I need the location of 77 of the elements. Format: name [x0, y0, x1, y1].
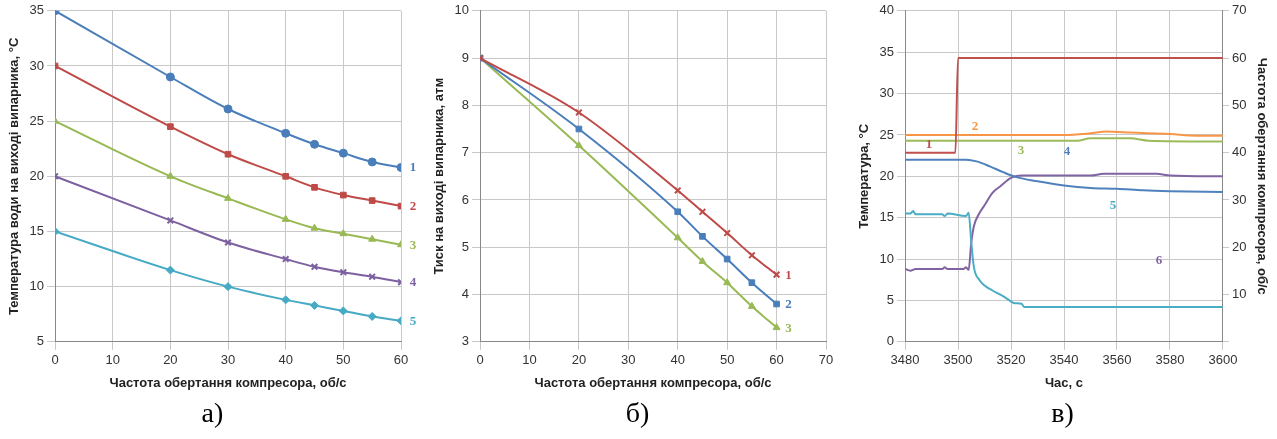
text: а): [201, 396, 224, 430]
x-tick-label: 3500: [943, 352, 972, 368]
x-tick-label: 30: [620, 352, 636, 368]
y-tick-label: 9: [461, 49, 469, 65]
x-tick-label: 40: [670, 352, 685, 368]
y-tick-label: 10: [29, 278, 44, 294]
text: 5: [1109, 196, 1117, 212]
y2-axis-title: Частота обертання компресора, об/с: [1254, 57, 1270, 295]
y2-tick-label: 60: [1231, 49, 1246, 65]
x-tick-label: 70: [818, 352, 833, 368]
x-tick-label: 20: [162, 352, 178, 368]
series-label: 2: [784, 295, 792, 311]
y-tick-label: 5: [36, 333, 44, 349]
x-tick-label: 10: [521, 352, 537, 368]
y-tick-label: 20: [29, 167, 44, 183]
y-tick-label: 25: [29, 112, 44, 128]
text: в): [1051, 396, 1074, 430]
y-tick-label: 10: [879, 250, 894, 266]
x-tick-label: 3520: [996, 352, 1025, 368]
x-tick-label: 50: [335, 352, 351, 368]
y-tick-label: 40: [879, 2, 894, 18]
x-tick-label: 3600: [1207, 352, 1237, 368]
x-axis-title: Частота обертання компресора, об/с: [534, 374, 772, 390]
y-tick-label: 0: [886, 333, 894, 349]
y-axis-title: Температура води на виході випарника, °С: [5, 36, 21, 316]
series-label: 2: [971, 117, 978, 133]
x-tick-label: 30: [220, 352, 235, 368]
x-tick-label: 3540: [1049, 352, 1078, 368]
y-tick-label: 3: [461, 333, 469, 349]
x-tick-label: 3560: [1102, 352, 1131, 368]
y-tick-label: 6: [461, 191, 469, 207]
y-tick-label: 7: [461, 144, 469, 160]
y2-tick-label: 20: [1231, 238, 1246, 254]
series-label: 3: [1017, 141, 1025, 157]
x-tick-label: 60: [768, 352, 784, 368]
y-axis-title: Температура, °С: [855, 123, 871, 229]
series-label: 5: [409, 312, 417, 328]
y-tick-label: 5: [461, 238, 469, 254]
y-tick-label: 15: [29, 223, 44, 239]
y-tick-label: 4: [461, 286, 469, 302]
x-tick-label: 0: [50, 352, 59, 368]
x-tick-label: 3580: [1155, 352, 1184, 368]
series-label: 3: [409, 236, 417, 252]
x-tick-label: 50: [719, 352, 734, 368]
text: 6: [1155, 251, 1163, 267]
y2-tick-label: 40: [1231, 144, 1246, 160]
series-label: 1: [409, 159, 416, 175]
series-label: 1: [784, 266, 792, 282]
series-label: 3: [784, 319, 792, 335]
series-label: 1: [925, 135, 932, 151]
y-tick-label: 8: [461, 96, 469, 112]
y-tick-label: 30: [879, 85, 894, 101]
y-tick-label: 35: [29, 2, 44, 18]
x-tick-label: 20: [571, 352, 586, 368]
y-tick-label: 15: [879, 209, 894, 225]
series-label: 4: [409, 274, 417, 290]
x-tick-label: 40: [277, 352, 293, 368]
y2-tick-label: 70: [1231, 2, 1246, 18]
y2-tick-label: 10: [1231, 286, 1246, 302]
text: б): [625, 396, 650, 430]
y-tick-label: 25: [879, 126, 894, 142]
y-tick-label: 10: [454, 2, 469, 18]
y-tick-label: 5: [886, 292, 894, 307]
x-axis-title: Частота обертання компресора, об/с: [109, 374, 347, 390]
x-tick-label: 0: [475, 352, 484, 368]
text: 4: [1063, 142, 1071, 158]
series-label: 2: [409, 198, 416, 214]
y-axis-title: Тиск на виході випарника, атм: [430, 77, 446, 275]
x-tick-label: 10: [104, 352, 120, 368]
y2-tick-label: 50: [1231, 96, 1246, 112]
y-tick-label: 20: [879, 167, 894, 183]
y2-tick-label: 30: [1231, 191, 1246, 207]
y-tick-label: 30: [29, 57, 44, 73]
x-tick-label: 3480: [890, 352, 920, 368]
x-axis-title: Час, с: [1044, 374, 1083, 390]
y-tick-label: 35: [879, 43, 894, 59]
x-tick-label: 60: [393, 352, 408, 368]
